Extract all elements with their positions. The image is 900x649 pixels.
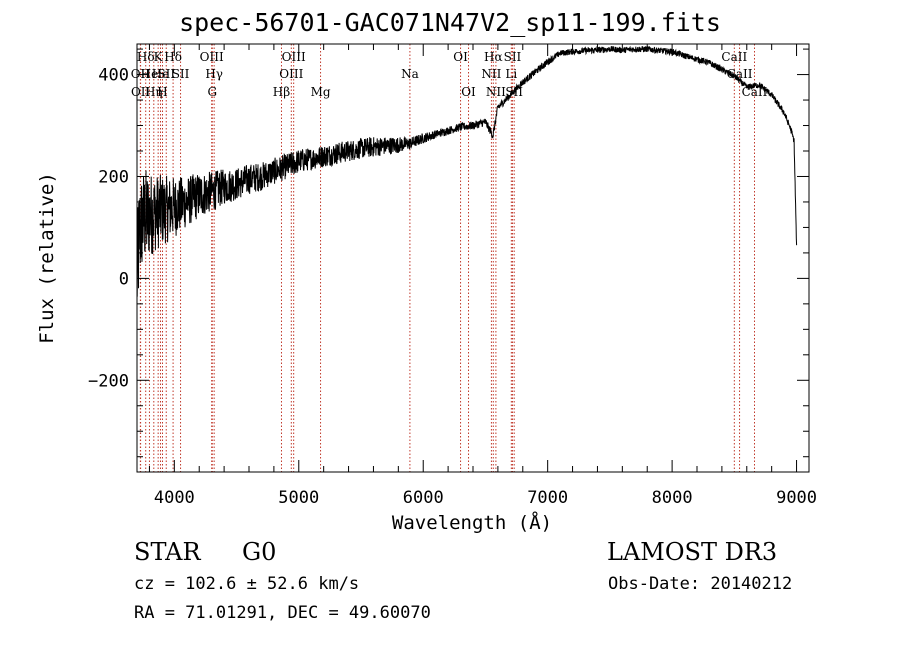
spectral-line-label: OI: [453, 50, 468, 64]
y-tick-label: 200: [98, 167, 129, 187]
y-tick-label: −200: [88, 371, 129, 391]
x-axis-ticks: [148, 44, 798, 472]
spectral-line-label: CaII: [721, 50, 747, 64]
y-axis-label: Flux (relative): [36, 172, 58, 344]
spectral-line-label: OIII: [279, 67, 303, 81]
y-axis-tick-labels: −200 0 200 400: [88, 66, 129, 392]
x-tick-label: 4000: [154, 488, 195, 508]
spectral-line-label: Hδ: [137, 50, 155, 64]
spectral-line-label: Hγ: [205, 67, 223, 81]
spectral-line-label: He: [141, 67, 159, 81]
chart-title: spec-56701-GAC071N47V2_sp11-199.fits: [179, 8, 721, 37]
x-tick-label: 7000: [527, 488, 568, 508]
obs-date: Obs-Date: 20140212: [608, 574, 793, 594]
spectral-line-label: OI: [461, 85, 476, 99]
spectral-line-label: OIII: [200, 50, 224, 64]
spectral-line-label: Li: [505, 67, 517, 81]
x-tick-label: 6000: [403, 488, 444, 508]
y-axis-ticks: [137, 48, 809, 458]
spectral-line-markers: [139, 44, 755, 472]
redshift-text: cz = 102.6 ± 52.6 km/s: [134, 574, 360, 594]
spectral-line-label: OII: [131, 85, 151, 99]
spectral-line-label: NII: [481, 67, 501, 81]
spectral-line-label: K: [154, 50, 164, 64]
survey-name: LAMOST DR3: [607, 538, 778, 566]
spectral-line-label: Hβ: [273, 85, 290, 99]
spectral-line-label: SII: [504, 50, 522, 64]
coordinates: RA = 71.01291, DEC = 49.60070: [134, 603, 431, 623]
spectral-line-label: H: [157, 85, 167, 99]
spectral-line-label: Hη: [145, 85, 163, 99]
spectral-line-label: NII: [486, 85, 506, 99]
spectral-line-label: Hα: [484, 50, 503, 64]
y-tick-label: 400: [98, 66, 129, 86]
spectral-line-label: OIII: [282, 50, 306, 64]
plot-frame: [136, 43, 810, 473]
spectral-line-label: He: [152, 67, 170, 81]
y-tick-label: 0: [119, 269, 129, 289]
x-axis-tick-labels: 4000 5000 6000 7000 8000 9000: [154, 488, 817, 508]
spectrum-line: [136, 45, 798, 297]
object-class: STAR: [134, 538, 201, 566]
x-axis-label: Wavelength (Å): [392, 511, 552, 534]
x-tick-label: 9000: [776, 488, 817, 508]
spectral-line-label: Mg: [311, 85, 331, 99]
spectral-line-label: OII: [131, 67, 151, 81]
spectral-line-label: SII: [157, 67, 175, 81]
spectral-line-label: Hδ: [164, 50, 182, 64]
x-tick-label: 5000: [278, 488, 319, 508]
spectral-line-label: SII: [172, 67, 190, 81]
spectral-line-label: G: [207, 85, 217, 99]
object-subclass: G0: [242, 538, 277, 566]
spectral-line-label: Na: [401, 67, 419, 81]
x-tick-label: 8000: [652, 488, 693, 508]
